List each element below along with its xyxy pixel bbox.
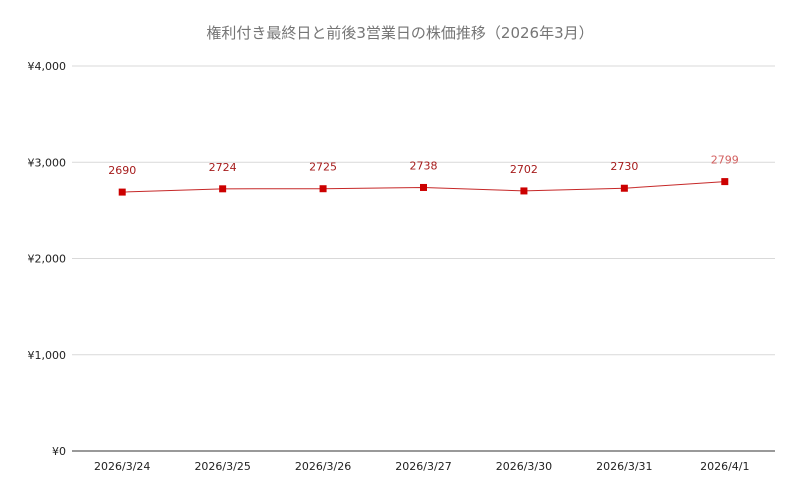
data-label: 2690	[108, 164, 136, 177]
y-tick-label: ¥3,000	[28, 156, 67, 169]
y-tick-label: ¥1,000	[28, 349, 67, 362]
data-point	[420, 183, 427, 191]
grid-lines	[72, 65, 775, 452]
data-point	[721, 178, 729, 186]
data-label: 2702	[510, 163, 538, 176]
x-tick-label: 2026/3/30	[496, 460, 552, 473]
data-point	[219, 185, 227, 193]
x-tick-label: 2026/3/26	[295, 460, 351, 473]
data-point	[319, 185, 327, 193]
y-axis-ticks: ¥0 ¥1,000 ¥2,000 ¥3,000 ¥4,000	[28, 60, 67, 458]
series-price	[118, 178, 729, 196]
x-tick-label: 2026/3/27	[395, 460, 451, 473]
y-tick-label: ¥0	[52, 445, 66, 458]
data-point	[620, 184, 628, 192]
x-tick-label: 2026/3/25	[194, 460, 250, 473]
x-tick-label: 2026/3/31	[596, 460, 652, 473]
x-tick-label: 2026/4/1	[700, 460, 749, 473]
data-label: 2730	[610, 160, 638, 173]
y-tick-label: ¥4,000	[28, 60, 67, 73]
data-label: 2799	[711, 154, 739, 167]
data-point	[118, 188, 126, 196]
data-label: 2724	[209, 161, 237, 174]
data-point	[520, 187, 528, 195]
data-label: 2725	[309, 161, 337, 174]
chart-title: 権利付き最終日と前後3営業日の株価推移（2026年3月）	[206, 24, 593, 42]
data-label: 2738	[410, 159, 438, 172]
x-tick-label: 2026/3/24	[94, 460, 150, 473]
x-axis-ticks: 2026/3/24 2026/3/25 2026/3/26 2026/3/27 2026…	[94, 460, 749, 473]
data-labels: 2690 2724 2725 2738 2702 2730 2799	[108, 154, 739, 177]
y-tick-label: ¥2,000	[28, 253, 67, 266]
